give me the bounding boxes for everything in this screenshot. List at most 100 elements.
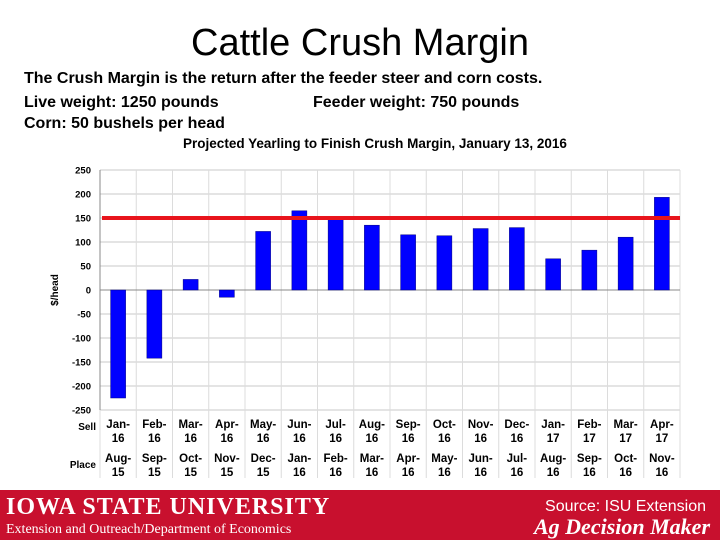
place-label-month: Aug- bbox=[540, 453, 566, 465]
sell-label-year: 16 bbox=[510, 433, 523, 445]
place-label-year: 16 bbox=[438, 467, 451, 479]
place-label-month: Jan- bbox=[288, 453, 312, 465]
place-label-year: 15 bbox=[220, 467, 233, 479]
place-label-month: Mar- bbox=[360, 453, 384, 465]
place-row-label: Place bbox=[70, 460, 97, 471]
place-label-month: Sep- bbox=[577, 453, 602, 465]
sell-label-year: 16 bbox=[474, 433, 487, 445]
sell-row-label: Sell bbox=[78, 422, 96, 433]
place-label-year: 16 bbox=[474, 467, 487, 479]
bar-Dec-16 bbox=[509, 227, 525, 291]
sell-label-year: 17 bbox=[547, 433, 560, 445]
place-label-year: 16 bbox=[293, 467, 306, 479]
place-label-month: Dec- bbox=[251, 453, 276, 465]
footer-bar bbox=[0, 490, 720, 540]
place-label-month: Feb- bbox=[323, 453, 347, 465]
place-label-month: May- bbox=[431, 453, 457, 465]
university-name: IOWA STATE UNIVERSITY bbox=[6, 494, 331, 520]
description-line: The Crush Margin is the return after the… bbox=[24, 70, 543, 87]
sell-label-year: 16 bbox=[402, 433, 415, 445]
ag-decision-maker-brand: Ag Decision Maker bbox=[534, 514, 710, 539]
sell-label-year: 17 bbox=[655, 433, 668, 445]
sell-label-year: 16 bbox=[112, 433, 125, 445]
sell-label-month: Oct- bbox=[433, 419, 456, 431]
sell-label-month: Mar- bbox=[613, 419, 637, 431]
place-label-year: 16 bbox=[547, 467, 560, 479]
sell-label-year: 17 bbox=[619, 433, 632, 445]
sell-label-month: Apr- bbox=[215, 419, 239, 431]
crush-margin-chart: Projected Yearling to Finish Crush Margi… bbox=[50, 136, 681, 479]
place-label-month: Oct- bbox=[614, 453, 637, 465]
bar-Jul-16 bbox=[327, 219, 344, 291]
sell-label-month: Jun- bbox=[287, 419, 311, 431]
bar-Jan-16 bbox=[110, 289, 126, 399]
y-tick-label: 150 bbox=[75, 214, 91, 225]
place-label-month: Sep- bbox=[142, 453, 167, 465]
place-label-year: 15 bbox=[257, 467, 270, 479]
bar-Aug-16 bbox=[364, 224, 380, 291]
department-name: Extension and Outreach/Department of Eco… bbox=[6, 522, 292, 537]
bar-Mar-16 bbox=[182, 279, 199, 291]
sell-label-month: Jul- bbox=[325, 419, 346, 431]
y-tick-label: -100 bbox=[72, 334, 91, 345]
bar-Feb-17 bbox=[581, 249, 598, 291]
place-label-year: 16 bbox=[365, 467, 378, 479]
bar-Feb-16 bbox=[146, 289, 163, 359]
sell-label-month: Aug- bbox=[359, 419, 385, 431]
place-label-year: 16 bbox=[655, 467, 668, 479]
place-label-year: 15 bbox=[148, 467, 161, 479]
y-tick-label: 100 bbox=[75, 238, 91, 249]
bar-Mar-17 bbox=[617, 236, 634, 291]
y-tick-label: -50 bbox=[77, 310, 91, 321]
place-label-month: Apr- bbox=[396, 453, 420, 465]
place-label-month: Jun- bbox=[468, 453, 492, 465]
corn-text: Corn: 50 bushels per head bbox=[24, 115, 225, 132]
sell-label-year: 16 bbox=[220, 433, 233, 445]
sell-label-year: 16 bbox=[257, 433, 270, 445]
sell-label-month: Jan- bbox=[106, 419, 130, 431]
place-label-month: Oct- bbox=[179, 453, 202, 465]
y-tick-label: 50 bbox=[80, 262, 91, 273]
sell-label-year: 16 bbox=[184, 433, 197, 445]
sell-label-month: May- bbox=[250, 419, 276, 431]
bar-Jun-16 bbox=[291, 210, 308, 291]
place-label-month: Jul- bbox=[507, 453, 528, 465]
sell-label-year: 16 bbox=[148, 433, 161, 445]
sell-label-year: 16 bbox=[365, 433, 378, 445]
sell-label-month: Nov- bbox=[468, 419, 494, 431]
sell-label-month: Feb- bbox=[577, 419, 601, 431]
live-weight-text: Live weight: 1250 pounds bbox=[24, 94, 219, 111]
y-tick-label: -250 bbox=[72, 406, 91, 417]
sell-label-month: Mar- bbox=[178, 419, 202, 431]
place-label-year: 16 bbox=[619, 467, 632, 479]
sell-label-month: Feb- bbox=[142, 419, 166, 431]
sell-label-month: Apr- bbox=[650, 419, 674, 431]
slide-title: Cattle Crush Margin bbox=[191, 22, 529, 64]
y-tick-label: 0 bbox=[86, 286, 91, 297]
place-label-year: 15 bbox=[112, 467, 125, 479]
chart-title: Projected Yearling to Finish Crush Margi… bbox=[183, 136, 567, 151]
y-axis-label: $/head bbox=[50, 274, 61, 306]
sell-label-year: 17 bbox=[583, 433, 596, 445]
place-label-month: Aug- bbox=[105, 453, 131, 465]
sell-label-month: Jan- bbox=[541, 419, 565, 431]
bar-Nov-16 bbox=[472, 228, 489, 291]
sell-label-year: 16 bbox=[438, 433, 451, 445]
place-label-year: 15 bbox=[184, 467, 197, 479]
sell-label-month: Sep- bbox=[396, 419, 421, 431]
bar-Oct-16 bbox=[436, 235, 453, 291]
bar-Apr-16 bbox=[219, 289, 235, 298]
sell-label-year: 16 bbox=[293, 433, 306, 445]
bar-May-16 bbox=[255, 231, 271, 291]
y-tick-label: 250 bbox=[75, 166, 91, 177]
place-label-month: Nov- bbox=[649, 453, 675, 465]
place-label-year: 16 bbox=[583, 467, 596, 479]
place-label-year: 16 bbox=[402, 467, 415, 479]
place-label-year: 16 bbox=[510, 467, 523, 479]
source-text: Source: ISU Extension bbox=[545, 498, 706, 515]
place-label-month: Nov- bbox=[214, 453, 240, 465]
bar-Apr-17 bbox=[654, 197, 670, 291]
y-tick-label: -200 bbox=[72, 382, 91, 393]
sell-label-year: 16 bbox=[329, 433, 342, 445]
bar-Sep-16 bbox=[400, 234, 416, 291]
